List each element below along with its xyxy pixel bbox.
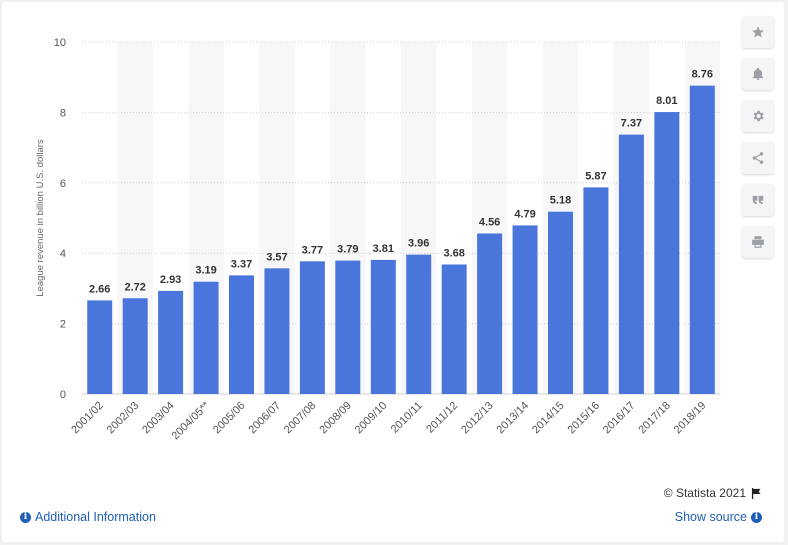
info-icon: i [751,511,762,523]
bar[interactable] [264,268,290,394]
bar-value-label: 5.18 [550,195,571,207]
share-button[interactable] [742,142,774,174]
bar-value-label: 3.37 [231,258,252,270]
bar-value-label: 2.93 [160,274,181,286]
show-source-link[interactable]: Show source i [675,510,762,524]
x-tick-label: 2015/16 [565,400,602,437]
bar-chart: 0 2 4 6 8 10 League revenue in billion U.S. do… [35,37,720,442]
x-tick-label: 2006/07 [246,400,283,437]
bar[interactable] [689,85,715,394]
bar-value-label: 3.81 [373,243,394,255]
bar-value-label: 3.79 [337,244,358,256]
bar[interactable] [583,187,609,394]
bar-value-label: 3.57 [266,251,287,263]
bar[interactable] [370,259,396,394]
y-axis-title: League revenue in billion U.S. dollars [35,139,46,297]
y-tick-label: 4 [60,248,66,260]
gear-icon [753,110,764,122]
x-tick-label: 2002/03 [105,400,142,437]
bar[interactable] [193,281,219,394]
y-tick-label: 2 [60,319,66,331]
additional-information-link[interactable]: i Additional Information [20,510,156,524]
additional-information-label: Additional Information [35,510,156,524]
settings-button[interactable] [742,100,774,132]
alert-button[interactable] [742,58,774,90]
bar[interactable] [87,300,113,394]
x-tick-label: 2014/15 [530,400,567,437]
bar[interactable] [299,261,325,394]
bar-value-label: 8.76 [692,69,713,81]
bar-value-label: 4.79 [514,208,535,220]
x-tick-label: 2018/19 [672,400,709,437]
bar-value-label: 3.68 [443,247,464,259]
statista-credit: © Statista 2021 [664,486,762,500]
x-tick-label: 2010/11 [389,400,425,436]
side-toolbar [742,16,774,268]
info-icon: i [20,511,31,523]
bar-value-label: 2.72 [124,281,145,293]
bar[interactable] [654,112,680,394]
bar-value-label: 3.96 [408,238,429,250]
bar[interactable] [618,134,644,395]
y-tick-label: 8 [60,107,66,119]
bar[interactable] [406,254,432,394]
flag-icon[interactable] [751,487,762,499]
x-tick-label: 2011/12 [424,400,460,436]
bar[interactable] [441,264,467,394]
x-tick-label: 2016/17 [601,400,638,437]
x-tick-label: 2013/14 [495,400,532,437]
x-tick-label: 2009/10 [353,400,390,437]
bar[interactable] [512,225,538,394]
y-tick-label: 10 [54,37,66,49]
x-tick-label: 2007/08 [282,400,319,437]
bar-value-label: 7.37 [621,118,642,130]
share-icon [752,152,764,164]
bar-value-label: 5.87 [585,170,606,182]
bar[interactable] [335,260,361,394]
bar-value-label: 2.66 [89,283,110,295]
print-button[interactable] [742,226,774,258]
bar-value-label: 3.77 [302,244,323,256]
x-tick-label: 2017/18 [636,400,673,437]
bar[interactable] [158,290,184,394]
star-icon [752,26,764,38]
x-tick-label: 2004/05** [170,399,213,442]
x-tick-label: 2012/13 [459,400,496,437]
x-tick-label: 2005/06 [211,400,248,437]
print-icon [752,236,764,248]
credit-text: © Statista 2021 [663,486,746,500]
x-tick-label: 2008/09 [317,400,354,437]
bar[interactable] [548,211,573,394]
bar[interactable] [122,298,148,394]
y-tick-label: 6 [60,178,66,190]
favorite-button[interactable] [742,16,774,48]
y-tick-label: 0 [60,389,66,401]
bell-icon [752,67,764,80]
bar-value-label: 4.56 [479,216,500,228]
show-source-label: Show source [674,510,747,524]
bar-value-label: 3.19 [195,265,216,277]
bar[interactable] [477,233,503,394]
bar-value-label: 8.01 [656,95,677,107]
bar[interactable] [229,275,254,394]
quote-icon [752,195,764,205]
x-tick-label: 2001/02 [69,400,106,437]
cite-button[interactable] [742,184,774,216]
